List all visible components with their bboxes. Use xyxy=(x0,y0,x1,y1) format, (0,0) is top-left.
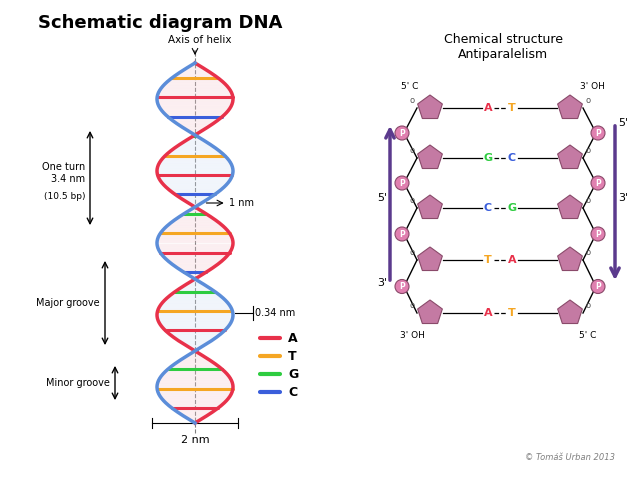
Text: G: G xyxy=(484,153,493,163)
Text: T: T xyxy=(484,255,492,265)
Text: o: o xyxy=(586,196,591,205)
Text: o: o xyxy=(586,96,591,105)
Polygon shape xyxy=(418,145,442,169)
Text: P: P xyxy=(399,229,405,239)
Text: 5': 5' xyxy=(377,193,387,203)
Text: 5' C: 5' C xyxy=(401,82,419,90)
Text: Major groove: Major groove xyxy=(36,298,100,308)
Text: o: o xyxy=(586,248,591,257)
Text: A: A xyxy=(484,103,493,113)
Text: P: P xyxy=(595,229,601,239)
Circle shape xyxy=(591,176,605,190)
Text: 2 nm: 2 nm xyxy=(181,435,209,445)
Polygon shape xyxy=(558,247,582,271)
Text: Minor groove: Minor groove xyxy=(46,378,110,388)
Circle shape xyxy=(591,227,605,241)
Text: C: C xyxy=(508,153,516,163)
Text: Axis of helix: Axis of helix xyxy=(168,35,232,45)
Text: T: T xyxy=(508,308,516,318)
Circle shape xyxy=(395,280,409,293)
Text: A: A xyxy=(508,255,516,265)
Polygon shape xyxy=(558,300,582,324)
Text: One turn
3.4 nm: One turn 3.4 nm xyxy=(41,162,85,184)
Polygon shape xyxy=(418,300,442,324)
Text: T: T xyxy=(508,103,516,113)
Text: Chemical structure
Antiparalelism: Chemical structure Antiparalelism xyxy=(443,33,563,61)
Text: 3': 3' xyxy=(377,278,387,288)
Text: o: o xyxy=(586,145,591,154)
Text: P: P xyxy=(399,282,405,291)
Text: P: P xyxy=(399,178,405,187)
Circle shape xyxy=(395,126,409,140)
Circle shape xyxy=(591,126,605,140)
Text: P: P xyxy=(595,178,601,187)
Polygon shape xyxy=(558,195,582,218)
Text: 0.34 nm: 0.34 nm xyxy=(255,308,295,318)
Polygon shape xyxy=(558,145,582,169)
Polygon shape xyxy=(558,95,582,119)
Polygon shape xyxy=(418,195,442,218)
Text: o: o xyxy=(586,301,591,309)
Text: Schematic diagram DNA: Schematic diagram DNA xyxy=(38,14,282,32)
Text: 3' OH: 3' OH xyxy=(399,330,424,339)
Text: P: P xyxy=(595,282,601,291)
Text: 5' C: 5' C xyxy=(579,330,597,339)
Text: G: G xyxy=(288,368,298,380)
Text: 1 nm: 1 nm xyxy=(228,198,253,208)
Text: P: P xyxy=(595,129,601,138)
Circle shape xyxy=(591,280,605,293)
Text: A: A xyxy=(288,332,297,345)
Text: o: o xyxy=(410,96,415,105)
Text: (10.5 bp): (10.5 bp) xyxy=(43,192,85,200)
Text: o: o xyxy=(410,248,415,257)
Text: A: A xyxy=(484,308,493,318)
Text: P: P xyxy=(399,129,405,138)
Circle shape xyxy=(395,176,409,190)
Text: T: T xyxy=(288,349,297,362)
Text: © Tomáš Urban 2013: © Tomáš Urban 2013 xyxy=(525,454,615,463)
Polygon shape xyxy=(418,247,442,271)
Polygon shape xyxy=(418,95,442,119)
Text: o: o xyxy=(410,301,415,309)
Text: 3' OH: 3' OH xyxy=(579,82,604,90)
Text: C: C xyxy=(484,203,492,213)
Text: G: G xyxy=(507,203,517,213)
Text: 5': 5' xyxy=(618,118,628,128)
Text: o: o xyxy=(410,196,415,205)
Circle shape xyxy=(395,227,409,241)
Text: o: o xyxy=(410,145,415,154)
Text: 3': 3' xyxy=(618,193,628,203)
Text: C: C xyxy=(288,385,297,399)
